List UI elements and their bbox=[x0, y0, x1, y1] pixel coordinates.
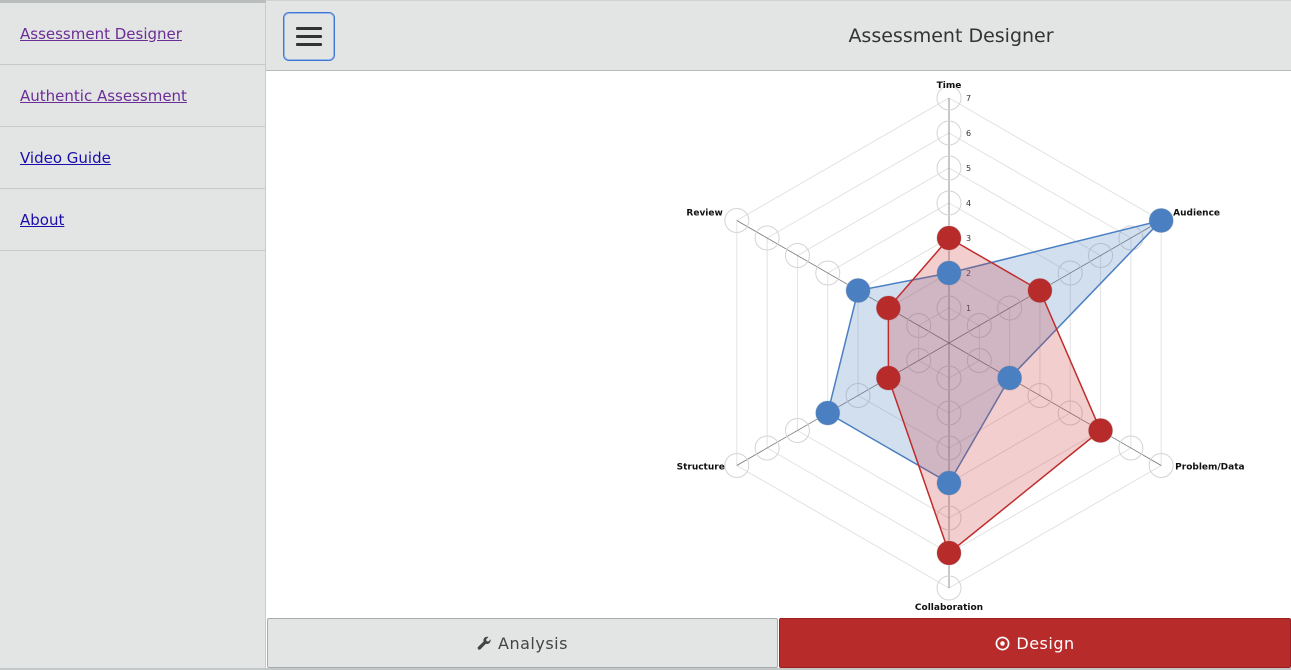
grid-point-5-7 bbox=[724, 208, 750, 233]
series-red-point-1 bbox=[1027, 278, 1052, 303]
sidebar-link-video-guide[interactable]: Video Guide bbox=[20, 148, 111, 167]
grid-point-3-1 bbox=[936, 365, 962, 391]
series-blue-point-3 bbox=[937, 471, 961, 495]
grid-point-5-5 bbox=[784, 243, 810, 268]
design-button-label: Design bbox=[1016, 633, 1075, 653]
grid-point-4-5 bbox=[784, 418, 810, 443]
sidebar-item-video-guide[interactable]: Video Guide bbox=[0, 127, 265, 189]
axis-label-collaboration: Collaboration bbox=[915, 603, 983, 613]
grid-point-4-1 bbox=[906, 348, 932, 373]
series-red-point-2 bbox=[1088, 418, 1113, 443]
tick-label-5: 5 bbox=[966, 164, 971, 173]
grid-point-2-7 bbox=[1148, 453, 1174, 478]
axis-line-2 bbox=[948, 342, 1162, 466]
grid-point-4-6 bbox=[754, 435, 780, 461]
grid-point-5-1 bbox=[906, 313, 932, 338]
grid-point-0-6 bbox=[936, 120, 962, 146]
axis-label-review: Review bbox=[686, 209, 722, 219]
grid-point-3-2 bbox=[936, 400, 962, 426]
tick-label-1: 1 bbox=[966, 304, 971, 313]
grid-point-1-2 bbox=[997, 295, 1023, 321]
grid-point-3-3 bbox=[936, 435, 962, 461]
grid-point-2-4 bbox=[1057, 400, 1083, 426]
sidebar-item-about[interactable]: About bbox=[0, 189, 265, 251]
axis-line-4 bbox=[736, 342, 950, 466]
grid-point-0-5 bbox=[936, 155, 962, 181]
grid-point-1-4 bbox=[1057, 260, 1083, 286]
sidebar-link-about[interactable]: About bbox=[20, 210, 65, 229]
page-title: Assessment Designer bbox=[848, 25, 1054, 47]
hamburger-icon-line-2 bbox=[296, 35, 322, 38]
series-blue-point-4 bbox=[815, 401, 840, 425]
grid-point-5-4 bbox=[815, 260, 841, 286]
grid-point-1-6 bbox=[1118, 225, 1144, 251]
series-red-point-0 bbox=[937, 226, 961, 250]
tick-label-3: 3 bbox=[966, 234, 971, 243]
series-red-point-4 bbox=[876, 366, 901, 390]
grid-point-0-4 bbox=[936, 190, 962, 216]
axis-line-5 bbox=[736, 220, 950, 344]
sidebar-link-authentic-assessment[interactable]: Authentic Assessment bbox=[20, 86, 187, 105]
axis-line-1 bbox=[948, 220, 1162, 344]
bottom-border bbox=[0, 668, 1291, 670]
grid-point-1-1 bbox=[966, 313, 992, 338]
sidebar-link-assessment-designer[interactable]: Assessment Designer bbox=[20, 24, 182, 43]
sidebar-item-assessment-designer[interactable]: Assessment Designer bbox=[0, 3, 265, 65]
grid-point-5-6 bbox=[754, 225, 780, 251]
sidebar: Assessment Designer Authentic Assessment… bbox=[0, 0, 266, 670]
hamburger-icon-line-1 bbox=[296, 27, 322, 30]
grid-point-2-6 bbox=[1118, 435, 1144, 461]
tick-label-6: 6 bbox=[966, 129, 971, 138]
sidebar-top-border bbox=[0, 0, 266, 3]
radar-chart: 1 2 3 4 5 6 7 Time Audience Problem/Data Collabora… bbox=[677, 81, 1245, 613]
header-bar: Assessment Designer bbox=[266, 0, 1291, 71]
series-blue-point-2 bbox=[997, 366, 1022, 390]
target-icon bbox=[995, 636, 1010, 651]
series-blue-point-1 bbox=[1149, 208, 1174, 233]
tick-label-7: 7 bbox=[966, 94, 971, 103]
analysis-button[interactable]: Analysis bbox=[267, 618, 778, 668]
grid-point-0-1 bbox=[936, 295, 962, 321]
grid-point-3-7 bbox=[936, 575, 962, 601]
grid-point-2-1 bbox=[966, 348, 992, 373]
grid-point-0-7 bbox=[936, 85, 962, 111]
tick-label-2: 2 bbox=[966, 269, 971, 278]
hamburger-icon-line-3 bbox=[296, 43, 322, 46]
series-blue-point-0 bbox=[937, 261, 961, 285]
wrench-icon bbox=[477, 636, 492, 651]
menu-toggle-button[interactable] bbox=[283, 12, 335, 61]
axis-label-time: Time bbox=[937, 81, 962, 91]
radar-chart-area: 1 2 3 4 5 6 7 Time Audience Problem/Data Collabora… bbox=[266, 72, 1291, 617]
series-red-point-3 bbox=[937, 541, 961, 565]
grid-point-4-3 bbox=[845, 383, 871, 408]
axis-label-audience: Audience bbox=[1173, 209, 1220, 219]
axis-label-structure: Structure bbox=[677, 463, 725, 473]
series-red-point-5 bbox=[876, 296, 901, 320]
sidebar-item-authentic-assessment[interactable]: Authentic Assessment bbox=[0, 65, 265, 127]
design-button[interactable]: Design bbox=[779, 618, 1291, 668]
series-blue-point-5 bbox=[846, 278, 871, 303]
grid-point-4-7 bbox=[724, 453, 750, 478]
analysis-button-label: Analysis bbox=[498, 633, 568, 653]
tick-label-4: 4 bbox=[966, 199, 971, 208]
grid-point-2-3 bbox=[1027, 383, 1053, 408]
grid-point-1-5 bbox=[1088, 243, 1114, 268]
axis-label-problem-data: Problem/Data bbox=[1175, 463, 1244, 473]
